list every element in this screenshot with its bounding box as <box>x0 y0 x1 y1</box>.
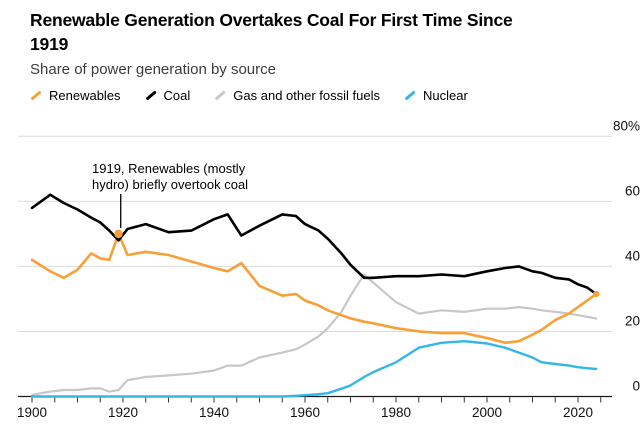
title-line-2: 1919 <box>30 34 69 54</box>
annotation-line-1: 1919, Renewables (mostly <box>92 161 246 176</box>
series-line-gas-and-other-fossil-fuels <box>30 273 598 396</box>
legend-item-gas: Gas and other fossil fuels <box>214 88 380 103</box>
chart-legend: Renewables Coal Gas and other fossil fue… <box>30 88 468 103</box>
annotation-line-2: hydro) briefly overtook coal <box>92 177 249 192</box>
series-line-renewables <box>30 232 598 345</box>
x-axis-label: 1900 <box>17 405 47 420</box>
y-axis-label: 20 <box>625 313 640 328</box>
page-title: Renewable Generation Overtakes Coal For … <box>30 8 513 56</box>
series-line-coal <box>30 193 598 296</box>
x-axis-label: 1920 <box>108 405 138 420</box>
data-point-marker <box>114 229 123 239</box>
x-axis-label: 2020 <box>563 405 593 420</box>
y-axis-label: 80% <box>613 118 640 133</box>
legend-label-coal: Coal <box>163 88 191 103</box>
x-axis-label: 1960 <box>290 405 320 420</box>
y-axis-label: 40 <box>625 248 640 263</box>
legend-label-renewables: Renewables <box>49 88 121 103</box>
legend-item-coal: Coal <box>145 88 191 103</box>
x-axis-label: 1940 <box>199 405 229 420</box>
y-axis-label: 60 <box>625 183 640 198</box>
annotation-1919: 1919, Renewables (mostly hydro) briefly … <box>92 161 248 193</box>
y-axis-label: 0 <box>632 379 640 394</box>
title-line-1: Renewable Generation Overtakes Coal For … <box>30 10 513 30</box>
legend-item-renewables: Renewables <box>30 88 121 103</box>
legend-item-nuclear: Nuclear <box>404 88 468 103</box>
chart-subtitle: Share of power generation by source <box>30 61 276 78</box>
x-axis-label: 2000 <box>472 405 502 420</box>
series-line-nuclear <box>30 340 598 398</box>
legend-label-nuclear: Nuclear <box>423 88 468 103</box>
data-point-marker <box>593 290 600 298</box>
x-axis-label: 1980 <box>381 405 411 420</box>
legend-label-gas: Gas and other fossil fuels <box>233 88 380 103</box>
